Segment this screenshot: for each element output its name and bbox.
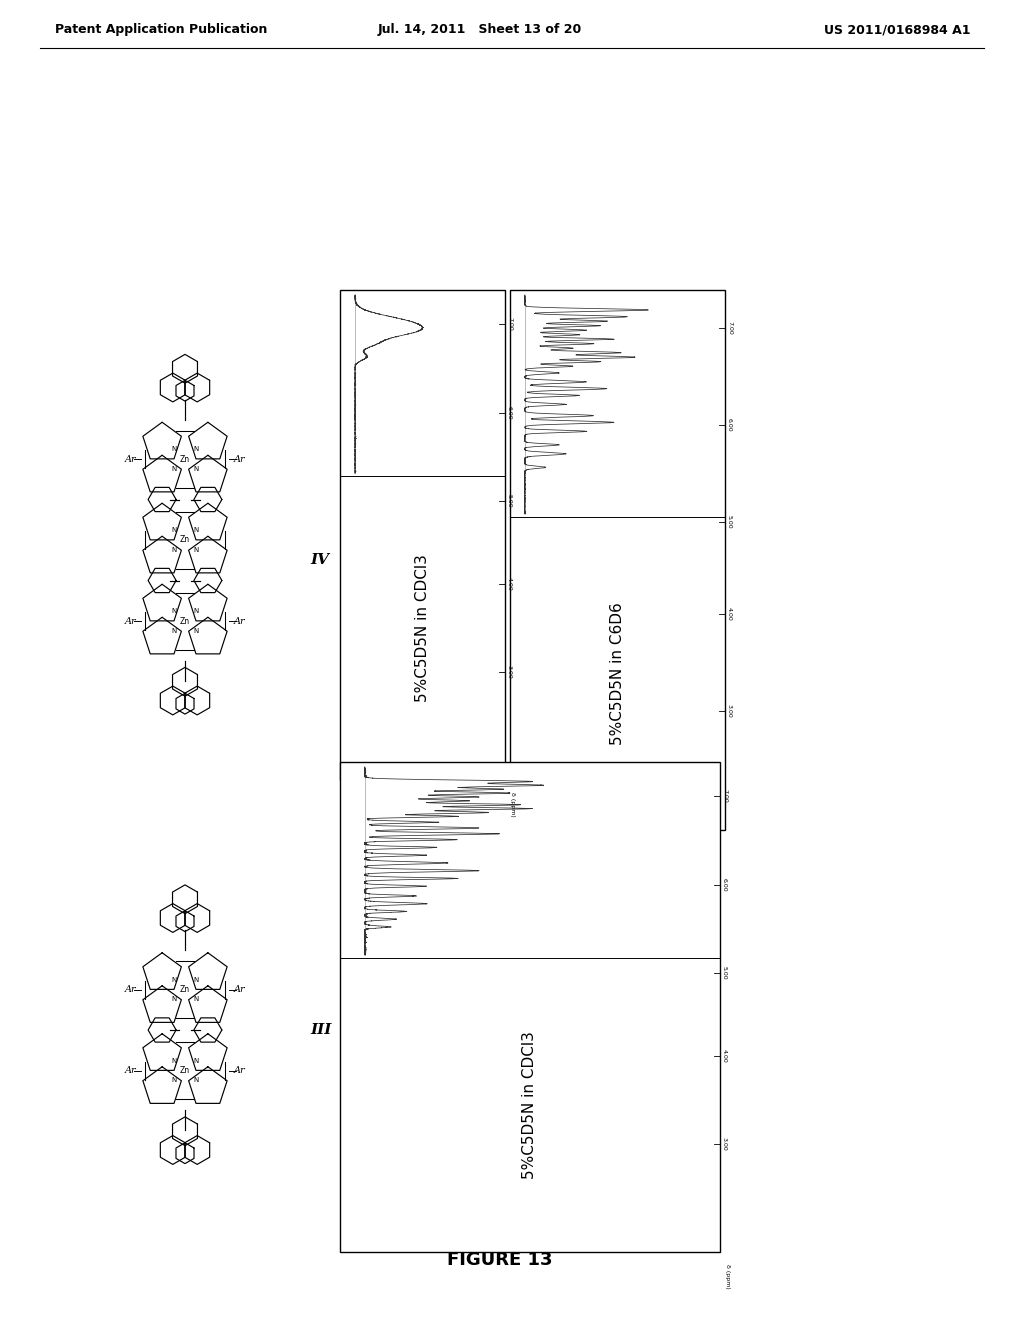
Text: Ar: Ar [125, 1067, 136, 1074]
Text: 3.00: 3.00 [727, 705, 732, 718]
Text: N: N [171, 977, 176, 983]
Text: N: N [194, 977, 199, 983]
Text: Jul. 14, 2011   Sheet 13 of 20: Jul. 14, 2011 Sheet 13 of 20 [378, 24, 582, 37]
Bar [340, 762, 720, 1251]
Text: Ar: Ar [233, 616, 246, 626]
Text: 4.00: 4.00 [722, 1049, 727, 1063]
Text: N: N [171, 527, 176, 533]
Text: 5%C5D5N in CDCl3: 5%C5D5N in CDCl3 [522, 1031, 538, 1179]
Bar [340, 290, 505, 780]
Text: N: N [194, 546, 199, 553]
Text: 4.00: 4.00 [727, 607, 732, 620]
Bar [510, 290, 725, 830]
Text: 6.00: 6.00 [727, 418, 732, 432]
Text: N: N [171, 997, 176, 1002]
Text: 3.00: 3.00 [722, 1138, 727, 1151]
Text: 4.00: 4.00 [507, 577, 512, 591]
Text: FIGURE 13: FIGURE 13 [447, 1251, 553, 1269]
Text: N: N [194, 628, 199, 634]
Text: 5.00: 5.00 [722, 966, 727, 979]
Text: III: III [310, 1023, 332, 1038]
Text: N: N [171, 609, 176, 614]
Text: Zn: Zn [180, 985, 190, 994]
Text: N: N [171, 628, 176, 634]
Text: Ar: Ar [233, 1067, 246, 1074]
Text: Ar: Ar [125, 454, 136, 463]
Text: 3.00: 3.00 [507, 665, 512, 678]
Text: IV: IV [310, 553, 329, 568]
Text: Zn: Zn [180, 1067, 190, 1074]
Text: N: N [171, 446, 176, 453]
Text: Zn: Zn [180, 616, 190, 626]
Text: 7.00: 7.00 [727, 321, 732, 335]
Text: N: N [171, 546, 176, 553]
Text: Ar: Ar [125, 985, 136, 994]
Text: N: N [194, 466, 199, 471]
Text: Patent Application Publication: Patent Application Publication [55, 24, 267, 37]
Text: 7.00: 7.00 [507, 317, 512, 331]
Text: N: N [171, 466, 176, 471]
Text: 5%C5D5N in CDCl3: 5%C5D5N in CDCl3 [415, 554, 430, 702]
Text: Ar: Ar [233, 985, 246, 994]
Text: Ar: Ar [233, 454, 246, 463]
Text: δ (ppm): δ (ppm) [725, 1265, 730, 1288]
Text: 6.00: 6.00 [722, 878, 727, 891]
Text: N: N [194, 1057, 199, 1064]
Text: 5.00: 5.00 [507, 494, 512, 507]
Text: N: N [194, 609, 199, 614]
Text: 6.00: 6.00 [507, 405, 512, 420]
Text: 5.00: 5.00 [727, 515, 732, 529]
Text: N: N [194, 446, 199, 453]
Text: Zn: Zn [180, 454, 190, 463]
Text: 7.00: 7.00 [722, 789, 727, 803]
Text: US 2011/0168984 A1: US 2011/0168984 A1 [823, 24, 970, 37]
Text: N: N [171, 1077, 176, 1084]
Text: N: N [194, 997, 199, 1002]
Text: Ar: Ar [125, 616, 136, 626]
Text: N: N [171, 1057, 176, 1064]
Text: δ (ppm): δ (ppm) [510, 792, 515, 817]
Text: 5%C5D5N in C6D6: 5%C5D5N in C6D6 [610, 602, 625, 744]
Text: N: N [194, 527, 199, 533]
Text: N: N [194, 1077, 199, 1084]
Text: Zn: Zn [180, 536, 190, 544]
